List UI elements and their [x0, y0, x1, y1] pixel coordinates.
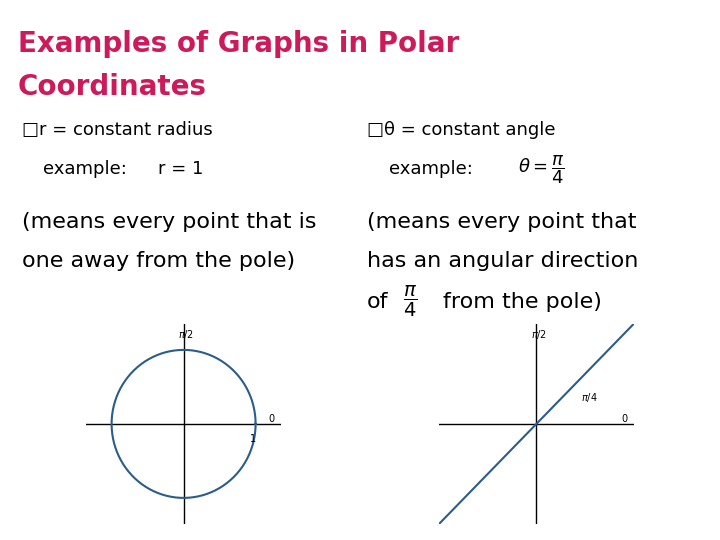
Text: has an angular direction: has an angular direction: [367, 251, 639, 271]
Text: 1: 1: [251, 434, 256, 443]
Text: Coordinates: Coordinates: [18, 73, 207, 102]
Text: 0: 0: [621, 415, 628, 424]
Text: 0: 0: [269, 415, 275, 424]
Text: example:: example:: [43, 160, 127, 178]
Text: □θ = constant angle: □θ = constant angle: [367, 121, 556, 139]
Text: $\dfrac{\pi}{4}$: $\dfrac{\pi}{4}$: [403, 284, 418, 319]
Text: (means every point that is: (means every point that is: [22, 212, 316, 232]
Text: one away from the pole): one away from the pole): [22, 251, 294, 271]
Text: of: of: [367, 292, 389, 312]
Text: $\theta = \dfrac{\pi}{4}$: $\theta = \dfrac{\pi}{4}$: [518, 153, 565, 186]
Text: □r = constant radius: □r = constant radius: [22, 121, 212, 139]
Text: r = 1: r = 1: [158, 160, 204, 178]
Text: from the pole): from the pole): [443, 292, 602, 312]
Text: $\pi/4$: $\pi/4$: [581, 392, 598, 404]
Text: Examples of Graphs in Polar: Examples of Graphs in Polar: [18, 30, 459, 58]
Text: (means every point that: (means every point that: [367, 212, 636, 232]
Text: example:: example:: [389, 160, 472, 178]
Text: $\pi/2$: $\pi/2$: [179, 328, 194, 341]
Text: $\pi/2$: $\pi/2$: [531, 328, 547, 341]
